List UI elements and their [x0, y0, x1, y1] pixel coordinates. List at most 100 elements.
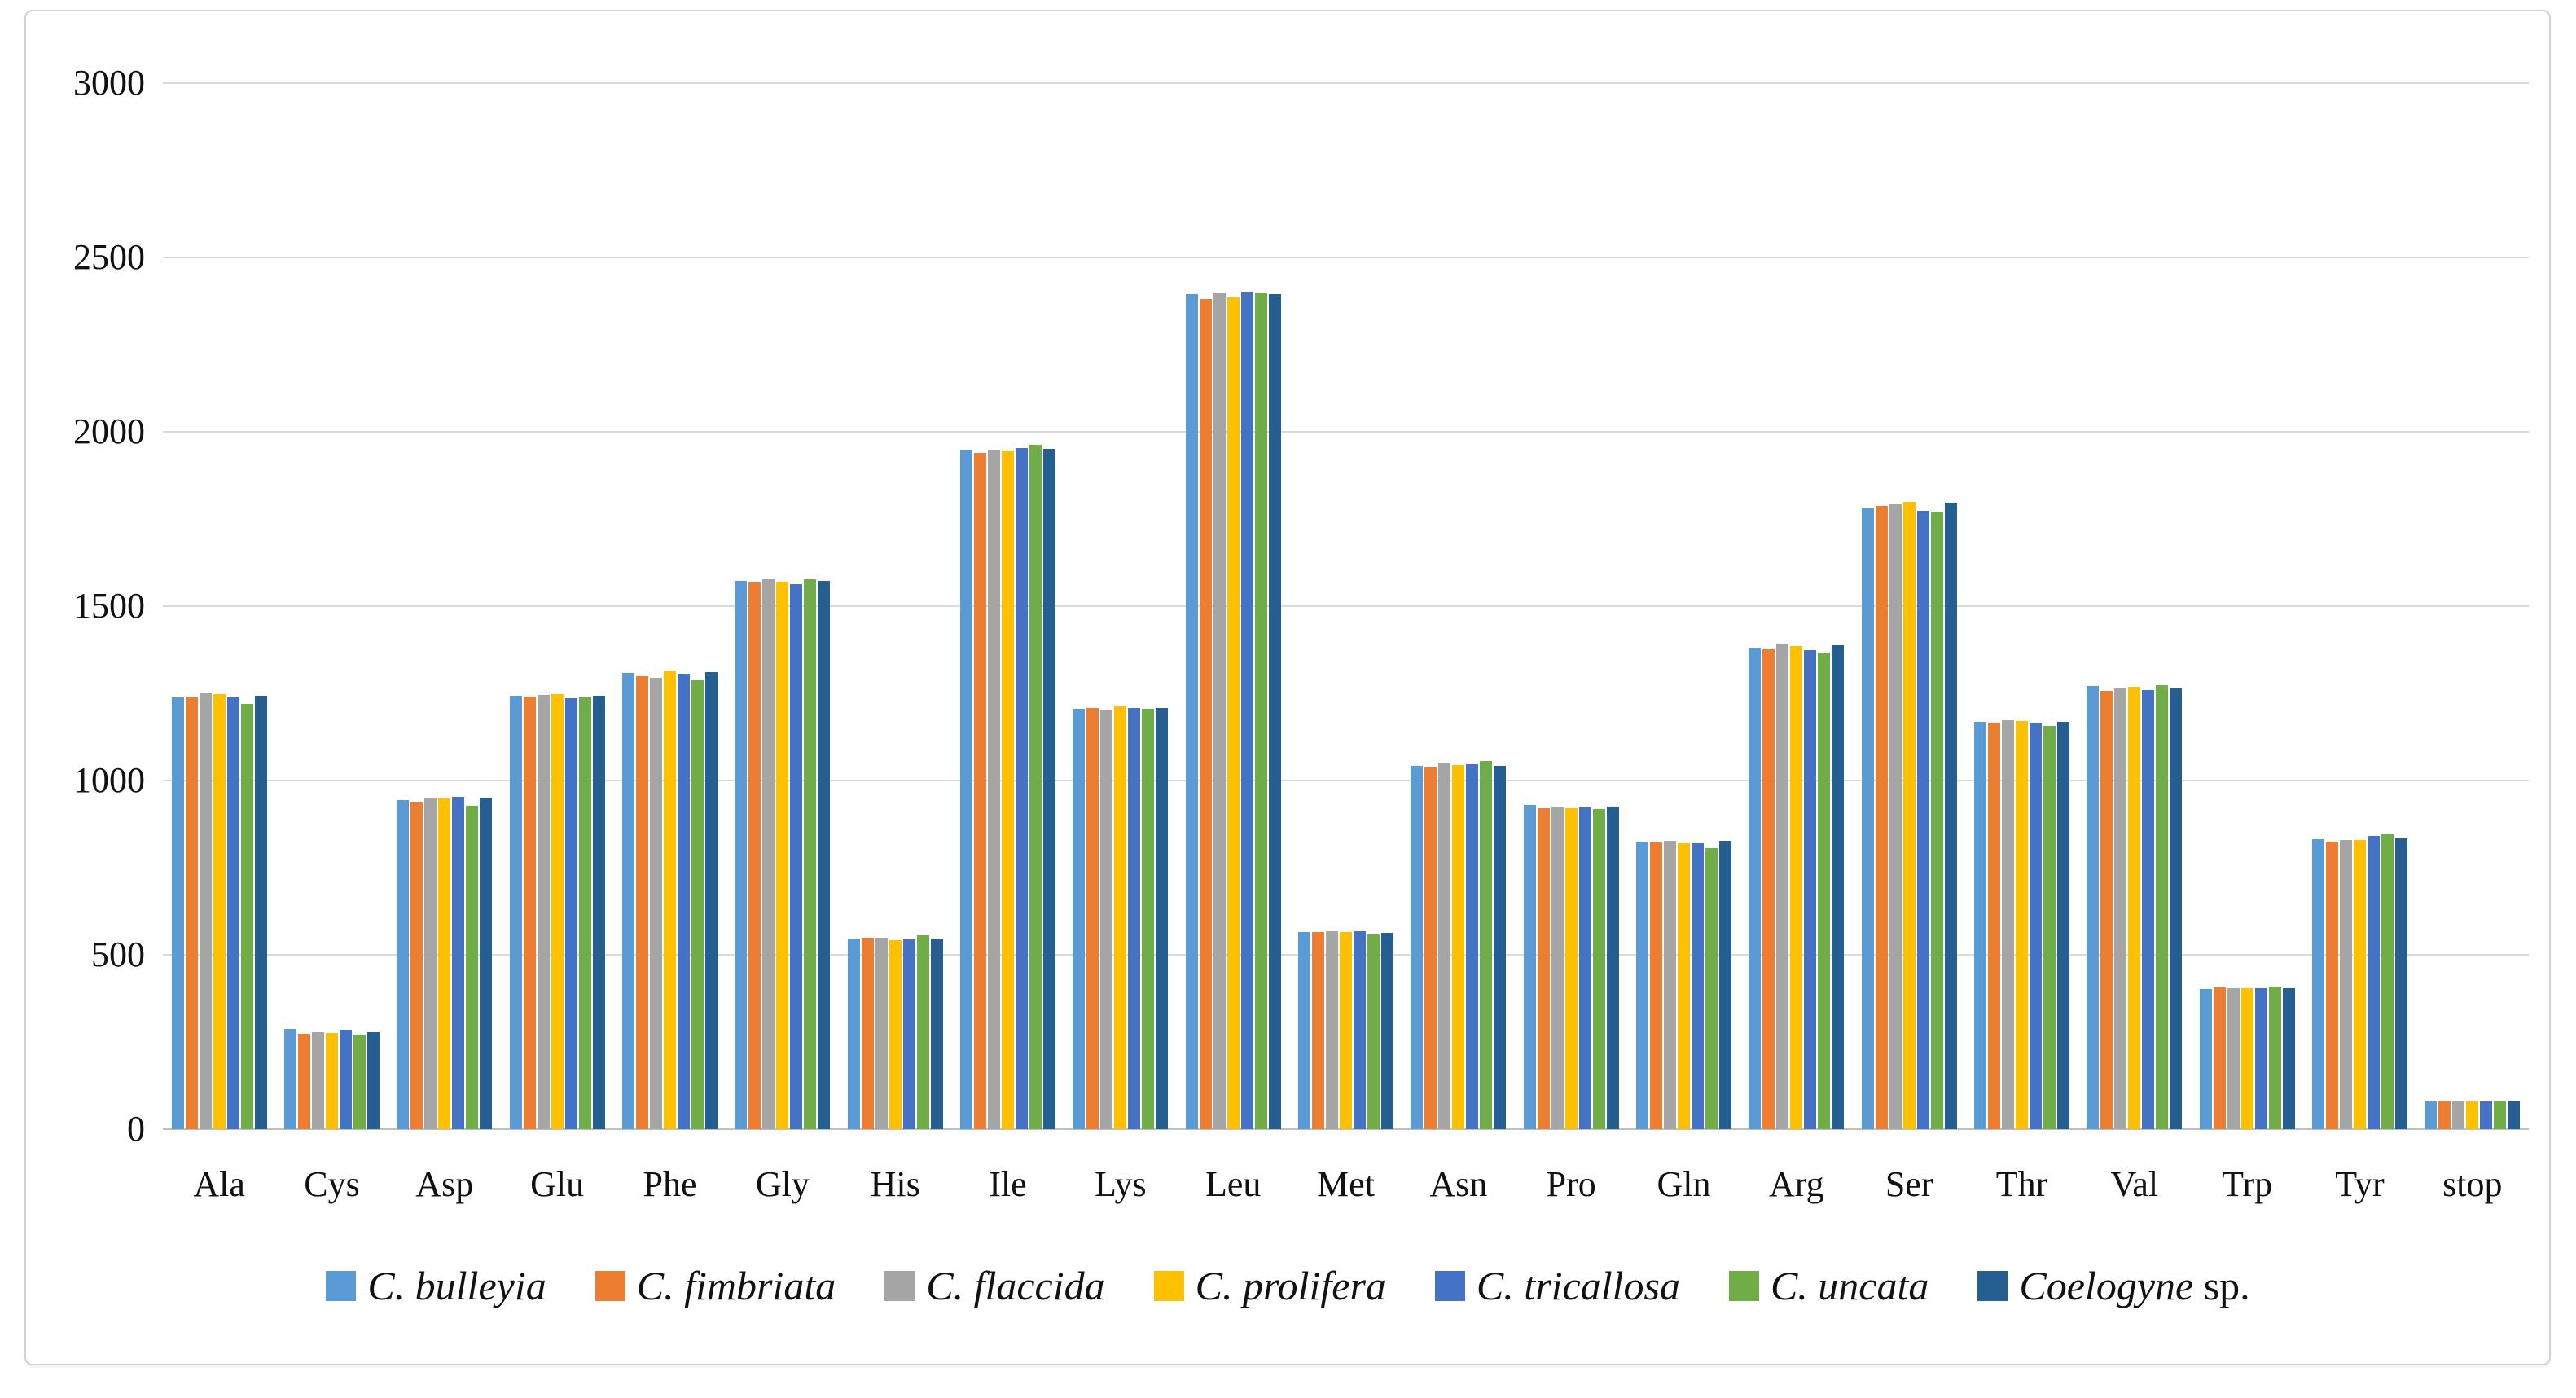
bar	[2381, 833, 2394, 1129]
bar	[1199, 299, 1212, 1129]
x-axis-label: Ala	[193, 1164, 245, 1204]
bar	[1592, 809, 1605, 1129]
y-tick-label: 0	[127, 1109, 145, 1149]
bar	[1719, 841, 1731, 1129]
bar	[199, 693, 212, 1129]
bar	[1438, 763, 1451, 1129]
bar	[2480, 1101, 2493, 1129]
bar	[861, 938, 874, 1129]
bar	[1411, 766, 1424, 1129]
bar	[466, 806, 479, 1129]
x-axis-label: Thr	[1995, 1164, 2048, 1204]
bar	[974, 453, 986, 1129]
bar	[1114, 706, 1127, 1129]
bar	[367, 1032, 380, 1129]
bar	[171, 697, 184, 1129]
bar	[1002, 451, 1014, 1129]
legend-swatch	[1728, 1270, 1759, 1301]
bar	[664, 670, 676, 1129]
bar	[2282, 988, 2295, 1129]
gridline	[163, 257, 2529, 258]
bar	[762, 579, 775, 1129]
bar	[2142, 690, 2155, 1129]
bar	[916, 935, 929, 1129]
bar	[691, 680, 704, 1129]
bar	[2057, 722, 2069, 1129]
bar	[1185, 294, 1198, 1129]
legend-label: C. flaccida	[926, 1263, 1105, 1308]
bar	[1578, 807, 1591, 1129]
bar	[1650, 842, 1662, 1129]
legend-item-bulleyia: C. bulleyia	[326, 1262, 546, 1309]
legend-item-uncata: C. uncata	[1728, 1262, 1929, 1309]
bar	[185, 697, 198, 1129]
legend-swatch	[326, 1270, 357, 1301]
bar	[2043, 726, 2056, 1129]
legend-item-tricallosa: C. tricallosa	[1434, 1262, 1680, 1309]
x-axis-label: stop	[2442, 1164, 2503, 1204]
bar	[818, 581, 831, 1129]
bar	[1254, 293, 1267, 1129]
bar	[1043, 448, 1055, 1129]
bar	[1889, 504, 1902, 1129]
bar	[1705, 848, 1718, 1129]
bar	[2156, 685, 2169, 1129]
x-axis-label: Cys	[304, 1164, 360, 1204]
bar	[2395, 838, 2407, 1129]
bar	[1142, 709, 1155, 1129]
bar	[1029, 445, 1042, 1129]
bar	[1016, 448, 1028, 1129]
bar	[2438, 1101, 2451, 1129]
bar	[790, 583, 803, 1129]
bar	[2227, 988, 2240, 1129]
x-axis-label: Ile	[989, 1164, 1027, 1204]
x-axis-label: Val	[2110, 1164, 2159, 1204]
gridline	[163, 431, 2529, 433]
bar	[2002, 719, 2014, 1129]
legend-item-prolifera: C. prolifera	[1153, 1262, 1386, 1309]
bar	[988, 450, 1000, 1129]
x-axis-line	[163, 1128, 2529, 1130]
bar	[2100, 691, 2113, 1129]
bar	[298, 1034, 310, 1129]
bar	[1944, 503, 1957, 1129]
bar	[2312, 838, 2324, 1129]
legend-swatch	[1153, 1270, 1184, 1301]
bar	[564, 698, 577, 1129]
legend-item-flaccida: C. flaccida	[884, 1262, 1105, 1309]
legend-swatch	[1434, 1270, 1465, 1301]
bar	[1424, 767, 1437, 1129]
gridline	[163, 780, 2529, 781]
bar	[1678, 843, 1690, 1129]
bar	[2368, 836, 2380, 1129]
bar	[1804, 649, 1817, 1129]
bar	[1551, 807, 1564, 1129]
legend-label: C. prolifera	[1195, 1263, 1386, 1308]
x-axis-label: Lys	[1095, 1164, 1147, 1204]
legend-item-fimbriata: C. fimbriata	[595, 1262, 836, 1309]
legend-swatch	[595, 1270, 625, 1301]
legend: C. bulleyia C. fimbriata C. flaccida C. …	[0, 1253, 2576, 1318]
legend-swatch	[1977, 1270, 2008, 1301]
bar	[2452, 1101, 2465, 1129]
bar	[1340, 932, 1352, 1129]
bar	[353, 1034, 366, 1129]
bar	[340, 1030, 352, 1129]
bar	[1452, 765, 1465, 1129]
bar	[284, 1028, 296, 1129]
x-axis-label: Asn	[1429, 1164, 1488, 1204]
bar	[1564, 807, 1578, 1129]
bar	[1537, 807, 1550, 1129]
bar	[1227, 297, 1240, 1129]
bar	[2466, 1101, 2479, 1129]
bar	[254, 695, 267, 1129]
bar	[650, 677, 662, 1129]
bar	[509, 695, 522, 1129]
bar	[452, 796, 465, 1129]
legend-label: C. fimbriata	[636, 1263, 836, 1308]
bar	[2494, 1101, 2507, 1129]
bar	[875, 938, 888, 1129]
bar	[1073, 709, 1086, 1129]
bar	[1606, 807, 1619, 1129]
